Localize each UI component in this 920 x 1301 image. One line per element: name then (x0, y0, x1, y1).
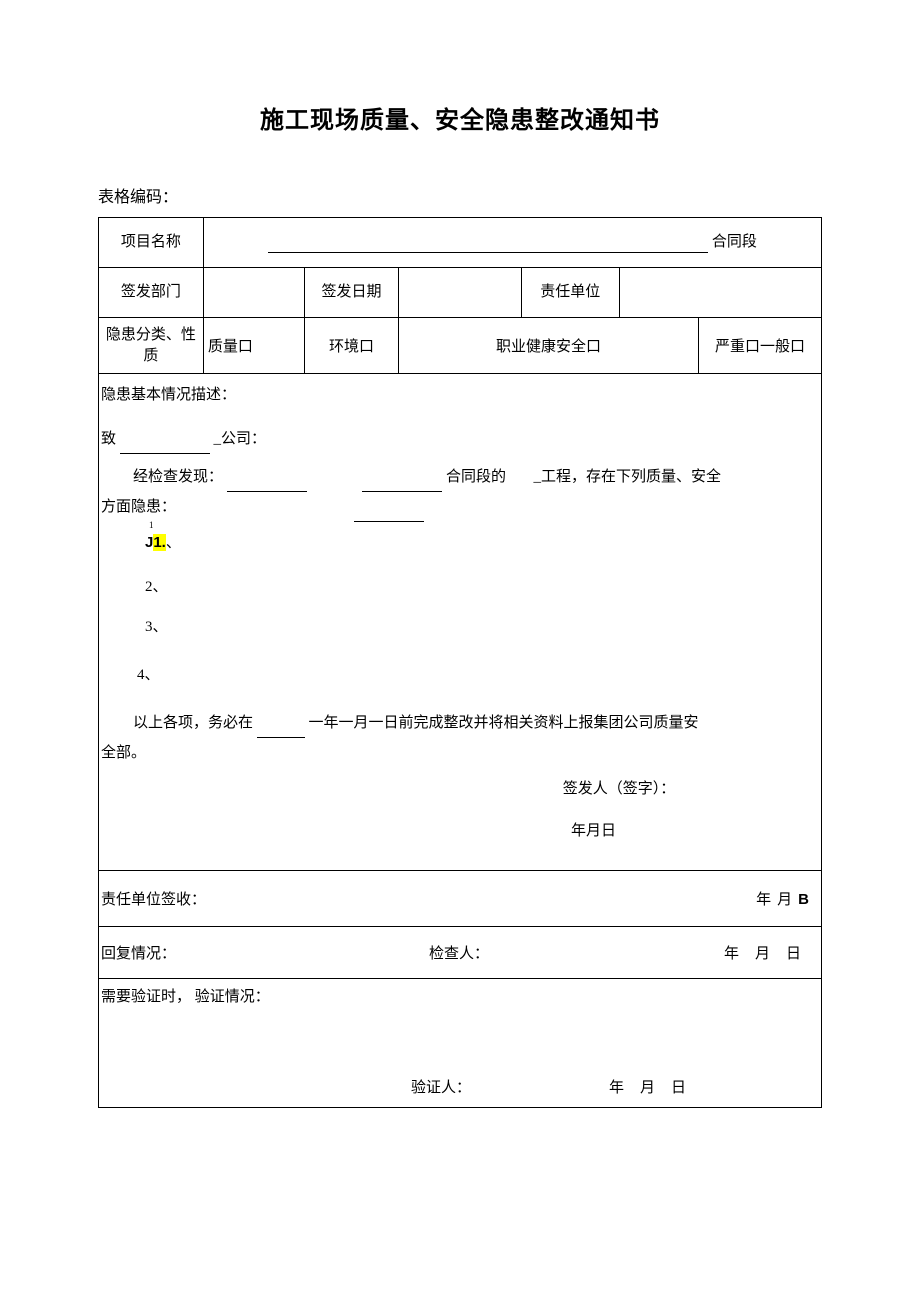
page-container: 施工现场质量、安全隐患整改通知书 表格编码： 项目名称 合同段 签发部门 签发日 (0, 0, 920, 1301)
desc-finding-b: 合同段的 (446, 469, 506, 485)
reply-month: 月 (755, 946, 770, 962)
reply-date: 年月日 (581, 942, 817, 963)
reply-flex: 回复情况： 检查人： 年月日 (99, 934, 821, 971)
signer-line: 签发人（签字）： (101, 774, 817, 804)
document-title: 施工现场质量、安全隐患整改通知书 (98, 100, 822, 135)
desc-to-prefix: 致 (101, 431, 116, 447)
verify-heading: 需要验证时， 验证情况： (101, 985, 817, 1006)
list-item-3: 3、 (101, 612, 817, 642)
desc-finding-line: 经检查发现： 合同段的 _工程，存在下列质量、安全 (101, 462, 817, 492)
desc-heading: 隐患基本情况描述： (101, 380, 817, 410)
reply-inspector: 检查人： (341, 942, 577, 963)
label-project-name: 项目名称 (99, 218, 203, 267)
row-description: 隐患基本情况描述： 致 _公司： 经检查发现： 合同段的 _工程，存在下列质量、… (99, 374, 822, 871)
closing-line-2: 全部。 (101, 738, 817, 768)
verify-month: 月 (640, 1080, 655, 1096)
checkbox-quality: 质量口 (204, 325, 304, 366)
reply-year: 年 (724, 946, 739, 962)
main-form-table: 项目名称 合同段 签发部门 签发日期 责任单位 隐患分类、性质 质量口 环境口 … (98, 217, 822, 1108)
j1-highlight: 1. (153, 534, 166, 551)
row-issuance: 签发部门 签发日期 责任单位 (99, 268, 822, 318)
cell-responsible-unit-value (619, 268, 821, 318)
reply-label: 回复情况： (101, 942, 337, 963)
row-reply: 回复情况： 检查人： 年月日 (99, 927, 822, 979)
verify-block: 需要验证时， 验证情况： 验证人： 年月日 (99, 979, 821, 1107)
blank-deadline (257, 737, 305, 738)
receipt-date: 年月B (756, 888, 817, 909)
verify-year: 年 (609, 1080, 624, 1096)
checkbox-health-safety: 职业健康安全口 (399, 325, 698, 366)
receipt-label: 责任单位签收： (101, 888, 206, 909)
label-issuing-dept: 签发部门 (99, 268, 203, 317)
closing-b: 一年一月一日前完成整改并将相关资料上报集团公司质量安 (309, 715, 699, 731)
closing-a: 以上各项，务必在 (133, 715, 253, 731)
receipt-flex: 责任单位签收： 年月B (99, 880, 821, 917)
desc-aspect-line: 方面隐患： (101, 492, 817, 522)
row-receipt: 责任单位签收： 年月B (99, 871, 822, 927)
checkbox-severity: 严重口一般口 (699, 325, 821, 366)
receipt-year: 年 (756, 891, 777, 908)
list-item-2: 2、 (101, 572, 817, 602)
j1-comma: 、 (166, 535, 181, 551)
desc-finding-c: _工程，存在下列质量、安全 (534, 469, 722, 485)
form-code-label: 表格编码： (98, 183, 822, 207)
date-line: 年月日 (101, 816, 817, 846)
tiny-superscript-1: 1 (149, 516, 154, 534)
cell-issue-date-value (399, 268, 522, 318)
label-issue-date: 签发日期 (305, 268, 398, 317)
checkbox-environment: 环境口 (305, 325, 398, 366)
verify-date: 年月日 (601, 1076, 694, 1097)
desc-aspect-text: 方面隐患： (101, 499, 176, 515)
desc-to-suffix: _公司： (214, 431, 267, 447)
receipt-month: 月 (777, 891, 798, 908)
description-block: 隐患基本情况描述： 致 _公司： 经检查发现： 合同段的 _工程，存在下列质量、… (99, 374, 821, 870)
row-project: 项目名称 合同段 (99, 218, 822, 268)
closing-line-1: 以上各项，务必在 一年一月一日前完成整改并将相关资料上报集团公司质量安 (101, 708, 817, 738)
list-item-1: 1 J1.、 (101, 528, 817, 558)
desc-to-line: 致 _公司： (101, 424, 817, 454)
cell-contract-section: 合同段 (204, 218, 821, 267)
reply-day: 日 (786, 946, 801, 962)
list-item-4: 4、 (101, 660, 817, 690)
cell-issuing-dept-value (203, 268, 304, 318)
verify-verifier: 验证人： (411, 1076, 471, 1097)
blank-contract-line (268, 252, 708, 253)
row-verify: 需要验证时， 验证情况： 验证人： 年月日 (99, 979, 822, 1108)
row-category: 隐患分类、性质 质量口 环境口 职业健康安全口 严重口一般口 (99, 318, 822, 374)
receipt-day: B (798, 891, 809, 908)
verify-day: 日 (671, 1080, 686, 1096)
verify-bottom: 验证人： 年月日 (101, 1076, 817, 1101)
label-hazard-category: 隐患分类、性质 (99, 319, 203, 373)
label-contract-suffix: 合同段 (712, 234, 757, 250)
label-responsible-unit: 责任单位 (522, 268, 619, 317)
blank-company (120, 453, 210, 454)
desc-finding-a: 经检查发现： (133, 469, 223, 485)
blank-aspect (354, 521, 424, 522)
